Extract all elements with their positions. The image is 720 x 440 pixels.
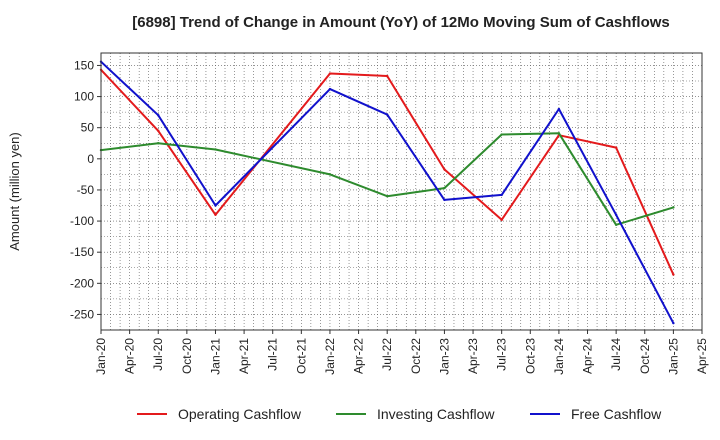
series-line-investing-cashflow [100,132,674,226]
data-point [500,193,503,197]
data-point [443,168,446,171]
data-point [443,186,446,190]
x-axis-ticks: Jan-20 Apr-20 Jul-20 Oct-20 Jan-21 Apr-21 Jul-… [94,330,709,375]
data-point [672,321,675,325]
data-point [672,206,675,209]
grid [100,53,703,330]
data-point [157,142,160,145]
data-point [614,223,618,227]
x-tick-label: Apr-20 [123,338,137,374]
data-point [500,218,503,222]
y-axis-ticks: 150 100 50 0 -50 -100 -150 -200 -250 [70,58,101,321]
legend-label-free-cashflow: Free Cashflow [571,406,662,422]
x-tick-label: Jul-24 [609,338,623,371]
x-tick-label: Apr-22 [352,338,366,374]
legend: Operating Cashflow Investing Cashflow Free… [137,406,662,422]
legend-label-investing-cashflow: Investing Cashflow [377,406,495,422]
data-point [385,194,389,198]
series-lines [99,60,675,325]
x-tick-label: Oct-24 [638,338,652,374]
data-point [557,107,561,111]
y-tick-label: -250 [70,307,94,321]
data-point [157,114,160,117]
data-point [328,87,332,91]
data-point [385,113,389,116]
x-tick-label: Jan-21 [208,338,222,375]
chart-title: [6898] Trend of Change in Amount (YoY) o… [132,14,670,31]
x-tick-label: Oct-20 [180,338,194,374]
data-point [214,204,217,207]
data-point [385,74,389,78]
y-axis-label: Amount (million yen) [7,132,22,251]
data-point [614,146,618,149]
data-point [157,129,160,133]
legend-label-operating-cashflow: Operating Cashflow [178,406,302,422]
y-tick-label: -100 [70,214,94,228]
data-point [328,72,332,75]
x-tick-label: Jan-25 [666,338,680,375]
x-tick-label: Apr-25 [695,338,709,374]
y-tick-label: -150 [70,245,94,259]
data-point [614,213,618,217]
y-tick-label: -200 [70,276,94,290]
data-point [214,213,217,217]
y-tick-label: 0 [87,152,94,166]
x-tick-label: Jul-21 [266,338,280,371]
data-point [443,198,446,202]
y-tick-label: 50 [81,121,95,135]
series-line-operating-cashflow [100,69,675,276]
x-tick-label: Jan-24 [552,338,566,375]
y-tick-label: -50 [77,183,95,197]
x-tick-label: Jan-22 [323,338,337,375]
x-tick-label: Jul-20 [151,338,165,371]
plot-area-frame [100,52,703,331]
data-point [672,273,675,276]
x-tick-label: Apr-24 [581,338,595,374]
data-point [557,132,561,135]
series-line-free-cashflow [100,60,675,324]
x-tick-label: Jan-23 [437,338,451,375]
x-tick-label: Oct-22 [409,338,423,374]
data-point [214,148,217,151]
y-tick-label: 100 [74,90,94,104]
x-tick-label: Oct-23 [523,338,537,374]
x-tick-label: Jul-22 [380,338,394,371]
x-tick-label: Apr-23 [466,338,480,374]
x-tick-label: Jul-23 [495,338,509,371]
y-tick-label: 150 [74,58,94,72]
x-tick-label: Apr-21 [237,338,251,374]
x-tick-label: Oct-21 [294,338,308,374]
data-point [328,173,332,176]
x-tick-label: Jan-20 [94,338,108,375]
data-point [500,133,503,136]
